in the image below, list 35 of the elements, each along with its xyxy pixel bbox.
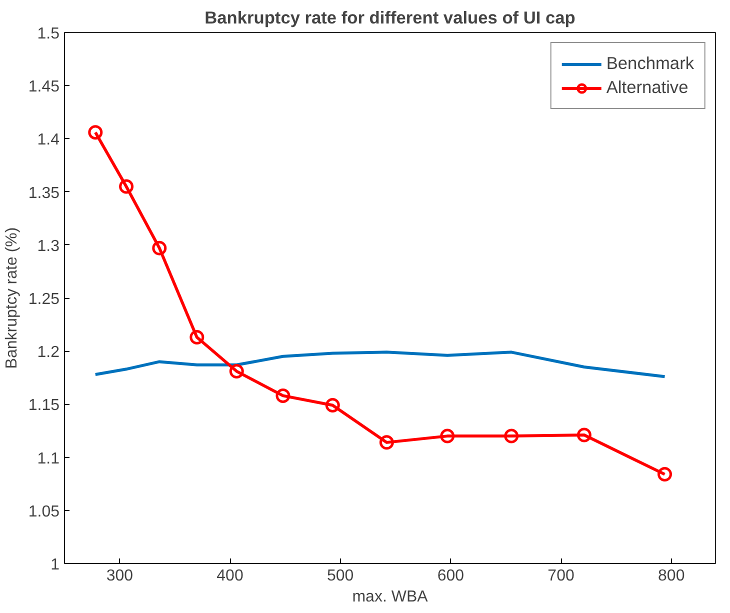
point	[576, 428, 592, 442]
y-tick-label: 1.05	[28, 503, 60, 520]
point	[88, 125, 103, 140]
y-tick-label: 1.25	[28, 291, 60, 308]
point	[276, 388, 290, 403]
x-tick-label: 500	[327, 568, 354, 584]
legend-label: Benchmark	[606, 53, 694, 74]
y-tick-label: 1.2	[37, 344, 60, 362]
y-tick-label: 1.35	[28, 184, 60, 202]
x-tick-label: 800	[658, 568, 685, 584]
point	[440, 428, 455, 444]
y-axis-title: Bankruptcy rate (%)	[3, 227, 20, 369]
y-tick-label: 1.3	[37, 238, 60, 255]
chart-title: Bankruptcy rate for different values of UI cap	[204, 8, 576, 28]
y-tick-label: 1.1	[37, 450, 60, 468]
y-tick-label: 1.5	[37, 26, 60, 42]
point	[504, 428, 519, 444]
x-tick-label: 300	[106, 568, 134, 584]
y-tick-label: 1.45	[28, 78, 60, 96]
legend-label: Alternative	[606, 77, 688, 98]
point	[119, 179, 134, 194]
point	[325, 398, 340, 412]
x-tick-label: 400	[216, 568, 244, 584]
x-tick-label: 700	[548, 568, 574, 584]
point	[152, 240, 167, 256]
point	[190, 330, 204, 345]
y-tick-label: 1	[50, 556, 60, 574]
x-tick-label: 600	[437, 568, 464, 584]
point	[379, 435, 394, 450]
point	[657, 467, 672, 482]
line-series	[94, 350, 666, 378]
y-tick-label: 1.4	[37, 132, 60, 149]
y-tick-label: 1.15	[28, 397, 60, 414]
x-axis-title: max. WBA	[352, 588, 428, 606]
point	[229, 364, 244, 379]
